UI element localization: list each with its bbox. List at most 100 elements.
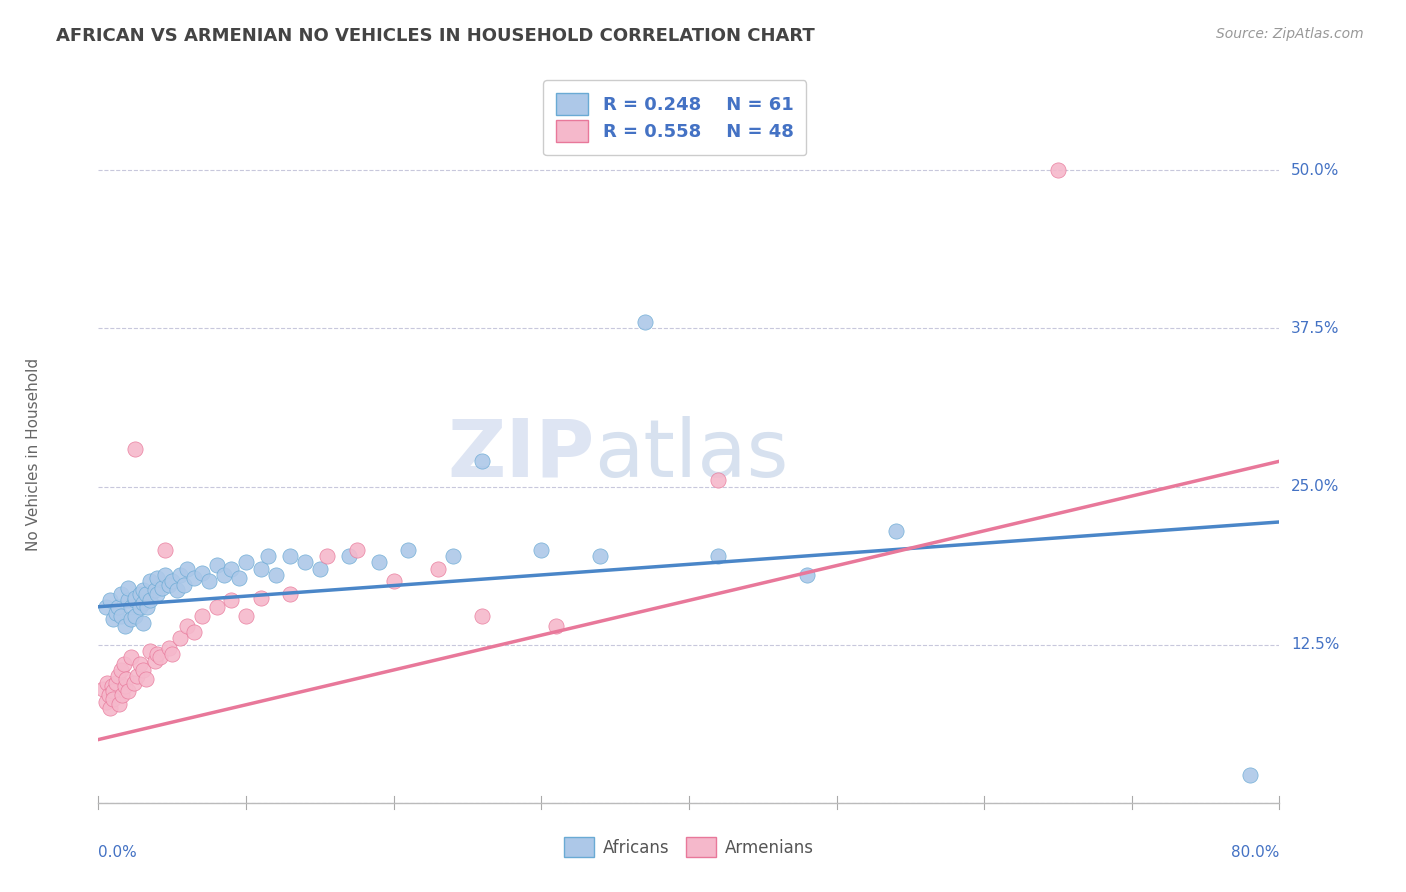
- Text: 50.0%: 50.0%: [1291, 163, 1340, 178]
- Point: [707, 473, 730, 487]
- Point: [94, 599, 117, 614]
- Point: [97, 688, 120, 702]
- Point: [346, 542, 368, 557]
- Point: [707, 549, 730, 563]
- Point: [183, 625, 205, 640]
- Point: [103, 692, 125, 706]
- Point: [100, 680, 122, 694]
- Point: [162, 647, 183, 661]
- Point: [94, 695, 117, 709]
- Point: [198, 574, 221, 589]
- Point: [146, 571, 169, 585]
- Point: [124, 591, 146, 605]
- Point: [135, 587, 157, 601]
- Point: [149, 650, 172, 665]
- Text: 80.0%: 80.0%: [1232, 845, 1279, 860]
- Point: [117, 593, 139, 607]
- Point: [471, 454, 494, 468]
- Point: [136, 599, 159, 614]
- Point: [544, 618, 567, 632]
- Text: AFRICAN VS ARMENIAN NO VEHICLES IN HOUSEHOLD CORRELATION CHART: AFRICAN VS ARMENIAN NO VEHICLES IN HOUSE…: [56, 27, 815, 45]
- Text: 0.0%: 0.0%: [98, 845, 138, 860]
- Point: [176, 618, 198, 632]
- Point: [120, 650, 142, 665]
- Point: [153, 542, 176, 557]
- Point: [124, 442, 146, 456]
- Point: [191, 566, 214, 580]
- Point: [110, 587, 132, 601]
- Point: [115, 672, 138, 686]
- Point: [146, 587, 169, 601]
- Point: [441, 549, 464, 563]
- Point: [139, 574, 162, 589]
- Point: [633, 315, 655, 329]
- Point: [132, 596, 155, 610]
- Point: [128, 599, 150, 614]
- Point: [110, 663, 132, 677]
- Point: [153, 568, 176, 582]
- Text: 37.5%: 37.5%: [1291, 321, 1340, 336]
- Point: [169, 632, 191, 646]
- Point: [139, 593, 162, 607]
- Point: [132, 616, 155, 631]
- Point: [128, 657, 150, 671]
- Point: [96, 675, 118, 690]
- Point: [228, 571, 250, 585]
- Point: [162, 574, 183, 589]
- Point: [278, 587, 302, 601]
- Point: [117, 684, 139, 698]
- Point: [120, 599, 142, 614]
- Point: [157, 578, 180, 592]
- Point: [368, 556, 391, 570]
- Point: [176, 562, 198, 576]
- Point: [125, 669, 148, 683]
- Point: [396, 542, 419, 557]
- Point: [205, 558, 228, 572]
- Text: ZIP: ZIP: [447, 416, 595, 494]
- Point: [103, 684, 125, 698]
- Point: [139, 644, 162, 658]
- Point: [105, 606, 128, 620]
- Point: [294, 556, 316, 570]
- Point: [530, 542, 553, 557]
- Point: [219, 562, 242, 576]
- Point: [103, 612, 125, 626]
- Point: [337, 549, 360, 563]
- Point: [205, 599, 228, 614]
- Point: [212, 568, 235, 582]
- Legend: Africans, Armenians: Africans, Armenians: [558, 830, 820, 864]
- Point: [219, 593, 242, 607]
- Point: [108, 697, 131, 711]
- Point: [143, 654, 166, 668]
- Point: [884, 524, 907, 538]
- Point: [124, 608, 146, 623]
- Point: [105, 675, 128, 690]
- Point: [132, 663, 155, 677]
- Point: [112, 657, 135, 671]
- Point: [316, 549, 339, 563]
- Point: [111, 688, 134, 702]
- Point: [150, 581, 173, 595]
- Point: [146, 647, 169, 661]
- Point: [235, 608, 257, 623]
- Point: [132, 583, 155, 598]
- Text: 25.0%: 25.0%: [1291, 479, 1340, 494]
- Point: [250, 562, 273, 576]
- Point: [427, 562, 450, 576]
- Point: [166, 583, 188, 598]
- Point: [309, 562, 332, 576]
- Point: [264, 568, 287, 582]
- Point: [120, 612, 142, 626]
- Point: [114, 618, 136, 632]
- Point: [114, 680, 136, 694]
- Point: [98, 593, 121, 607]
- Point: [191, 608, 214, 623]
- Point: [1046, 163, 1069, 178]
- Point: [107, 599, 129, 614]
- Point: [91, 681, 114, 696]
- Point: [471, 608, 494, 623]
- Point: [257, 549, 280, 563]
- Point: [1239, 768, 1261, 782]
- Point: [278, 549, 302, 563]
- Text: No Vehicles in Household: No Vehicles in Household: [25, 359, 41, 551]
